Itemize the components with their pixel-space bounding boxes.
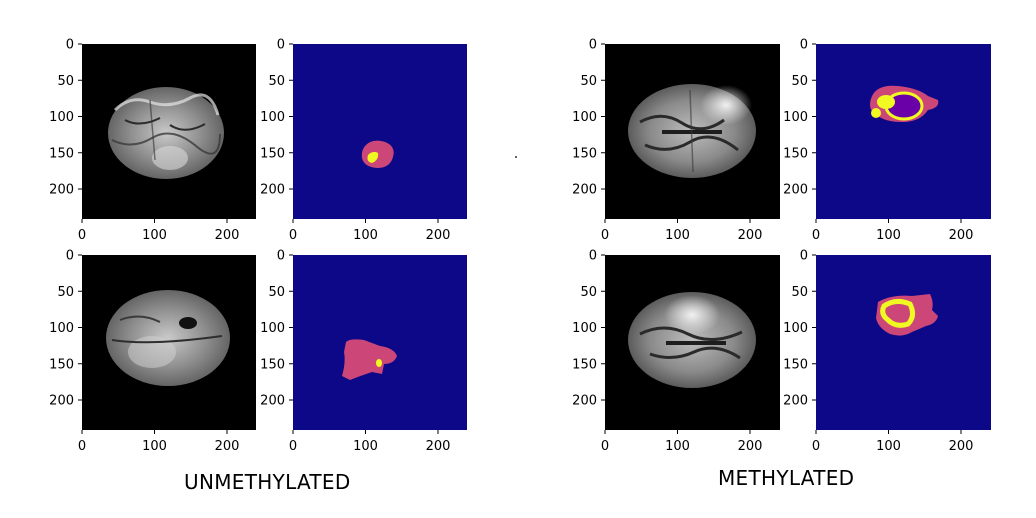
y-tick-label: 200 [49, 394, 74, 409]
x-tick-label: 0 [601, 439, 609, 454]
y-tick-label: 150 [49, 146, 74, 161]
y-tick-label: 200 [49, 183, 74, 198]
x-tick-label: 200 [215, 439, 240, 454]
brain-scan [628, 84, 756, 178]
panel-unmethylated-row2-mri [82, 255, 256, 430]
x-tick-label: 200 [738, 439, 763, 454]
x-tick-label: 100 [876, 228, 901, 243]
x-tick-label: 100 [665, 439, 690, 454]
brain-scan [106, 290, 230, 386]
y-tick-label: 50 [791, 285, 808, 300]
x-tick-label: 100 [665, 228, 690, 243]
y-tick-label: 200 [572, 394, 597, 409]
mask-image-background [293, 44, 467, 219]
y-tick-label: 150 [572, 146, 597, 161]
x-tick-label: 0 [289, 228, 297, 243]
y-tick-label: 50 [57, 285, 74, 300]
x-tick-label: 0 [812, 439, 820, 454]
mask-image-background [816, 255, 991, 430]
y-tick-label: 0 [66, 38, 74, 53]
panel-methylated-row1-mask [816, 44, 991, 219]
tumor-core-region [367, 151, 379, 163]
x-tick-label: 200 [215, 228, 240, 243]
axes-ticks: 0 50 100 150 200 0 100 200 0 50 100 150 200 0 100 200 0 5… [49, 38, 973, 455]
y-tick-label: 150 [783, 357, 808, 372]
y-tick-label: 150 [260, 357, 285, 372]
x-tick-label: 200 [426, 439, 451, 454]
y-tick-label: 50 [268, 74, 285, 89]
y-tick-label: 50 [580, 74, 597, 89]
y-tick-label: 150 [49, 357, 74, 372]
panel-methylated-row2-mask [816, 255, 991, 430]
y-tick-label: 0 [277, 249, 285, 264]
y-tick-label: 100 [260, 110, 285, 125]
panel-unmethylated-row2-mask [293, 255, 467, 430]
y-tick-label: 150 [783, 146, 808, 161]
x-tick-label: 100 [353, 439, 378, 454]
y-tick-label: 100 [783, 321, 808, 336]
y-tick-label: 100 [49, 321, 74, 336]
y-tick-label: 0 [589, 38, 597, 53]
x-tick-label: 0 [289, 439, 297, 454]
tumor-core-region [376, 359, 382, 367]
x-tick-label: 0 [78, 439, 86, 454]
x-tick-label: 0 [78, 228, 86, 243]
x-tick-label: 100 [353, 228, 378, 243]
tumor-core-spot [871, 108, 881, 118]
y-tick-label: 100 [572, 321, 597, 336]
panel-unmethylated-row1-mask [293, 44, 467, 219]
caption-unmethylated: UNMETHYLATED [184, 470, 351, 494]
y-tick-label: 100 [260, 321, 285, 336]
panel-methylated-row2-mri [605, 255, 780, 430]
x-tick-label: 0 [601, 228, 609, 243]
panel-unmethylated-row1-mri [82, 44, 256, 219]
x-tick-label: 100 [876, 439, 901, 454]
y-tick-label: 50 [268, 285, 285, 300]
x-tick-label: 100 [142, 439, 167, 454]
tumor-core-region [880, 298, 916, 328]
y-tick-label: 200 [260, 183, 285, 198]
brain-scan [108, 87, 224, 179]
y-tick-label: 0 [66, 249, 74, 264]
y-tick-label: 50 [580, 285, 597, 300]
y-tick-label: 200 [260, 394, 285, 409]
x-tick-label: 100 [142, 228, 167, 243]
caption-methylated: METHYLATED [718, 466, 855, 490]
x-tick-label: 0 [812, 228, 820, 243]
y-tick-label: 100 [572, 110, 597, 125]
x-tick-label: 200 [949, 228, 974, 243]
y-tick-label: 100 [783, 110, 808, 125]
y-tick-label: 0 [277, 38, 285, 53]
y-tick-label: 200 [783, 183, 808, 198]
tumor-region [342, 339, 397, 380]
x-tick-label: 200 [949, 439, 974, 454]
y-tick-label: 150 [572, 357, 597, 372]
y-tick-label: 50 [791, 74, 808, 89]
mask-image-background [293, 255, 467, 430]
brain-scan [628, 292, 756, 388]
stray-dot [515, 156, 517, 158]
y-tick-label: 150 [260, 146, 285, 161]
tumor-core-region [877, 95, 895, 109]
y-tick-label: 0 [800, 38, 808, 53]
y-tick-label: 200 [572, 183, 597, 198]
y-tick-label: 100 [49, 110, 74, 125]
y-tick-label: 0 [589, 249, 597, 264]
x-tick-label: 200 [426, 228, 451, 243]
mask-image-background [816, 44, 991, 219]
x-tick-label: 200 [738, 228, 763, 243]
y-tick-label: 0 [800, 249, 808, 264]
panel-methylated-row1-mri [605, 44, 780, 219]
y-tick-label: 50 [57, 74, 74, 89]
y-tick-label: 200 [783, 394, 808, 409]
